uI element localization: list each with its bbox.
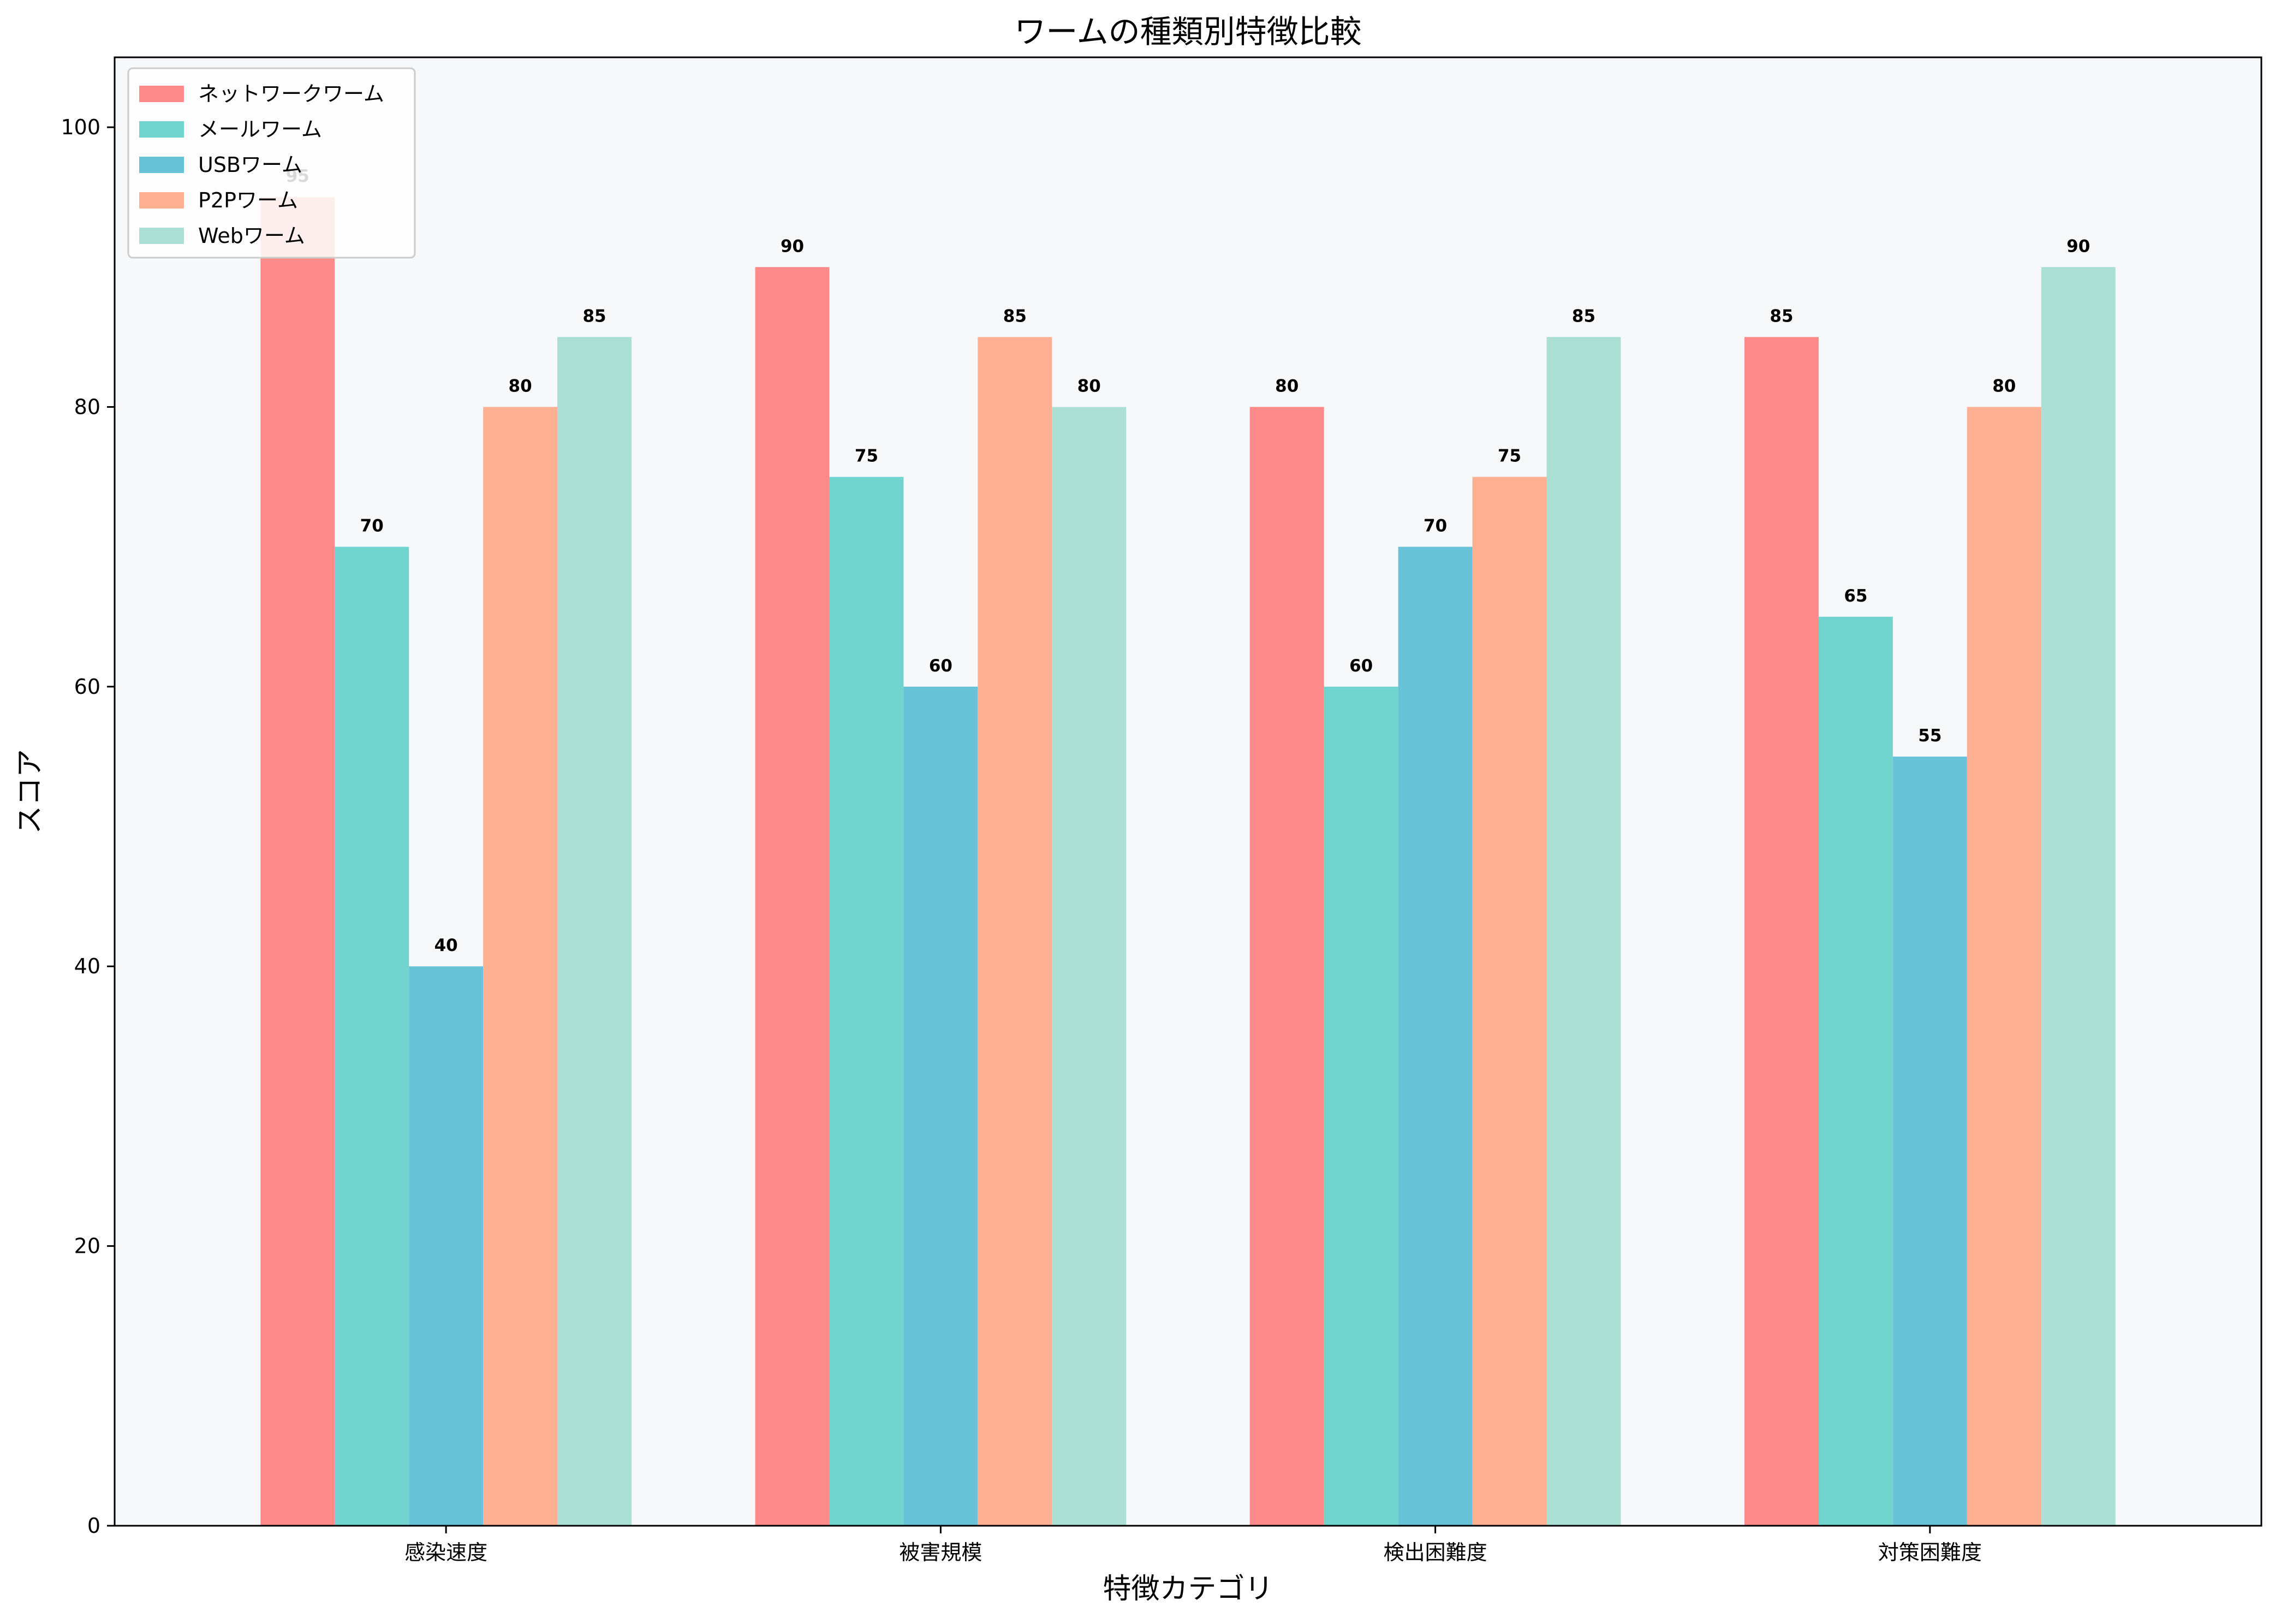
bar-value-label: 85 <box>1003 306 1027 326</box>
bar-4-4 <box>1967 407 2041 1526</box>
bar-3-1 <box>409 966 484 1526</box>
bar-3-2 <box>903 686 978 1526</box>
legend-label: P2Pワーム <box>198 188 298 212</box>
bar-2-2 <box>829 477 904 1526</box>
bar-1-3 <box>1249 407 1324 1526</box>
bar-5-1 <box>557 337 632 1526</box>
data-labels: 9590808570756065406070558085758085808590 <box>286 166 2091 955</box>
legend-swatch <box>139 157 184 173</box>
bar-value-label: 75 <box>1498 447 1521 466</box>
x-axis: 感染速度 被害規模 検出困難度 対策困難度 <box>404 1526 1982 1564</box>
bar-1-4 <box>1744 337 1819 1526</box>
bar-value-label: 80 <box>1275 376 1299 396</box>
bars <box>260 197 2116 1526</box>
bar-value-label: 80 <box>1992 376 2016 396</box>
chart-title: ワームの種類別特徴比較 <box>1014 13 1361 50</box>
legend-label: USBワーム <box>198 153 302 177</box>
bar-5-3 <box>1546 337 1621 1526</box>
x-tick-label: 対策困難度 <box>1878 1540 1982 1564</box>
legend-label: Webワーム <box>198 224 305 248</box>
bar-4-1 <box>483 407 558 1526</box>
bar-3-3 <box>1398 546 1473 1526</box>
legend-swatch <box>139 192 184 209</box>
bar-4-2 <box>978 337 1052 1526</box>
bar-1-1 <box>260 197 335 1526</box>
y-tick-label: 40 <box>74 954 100 978</box>
y-axis-label: スコア <box>14 749 46 834</box>
bar-value-label: 65 <box>1844 586 1867 606</box>
bar-value-label: 70 <box>1424 516 1447 536</box>
bar-value-label: 90 <box>2066 236 2090 256</box>
bar-value-label: 90 <box>781 236 804 256</box>
bar-5-4 <box>2041 267 2116 1526</box>
bar-value-label: 80 <box>509 376 532 396</box>
bar-value-label: 85 <box>1572 306 1595 326</box>
bar-value-label: 70 <box>360 516 384 536</box>
x-tick-label: 被害規模 <box>899 1540 982 1564</box>
bar-4-3 <box>1472 477 1547 1526</box>
bar-1-2 <box>755 267 830 1526</box>
bar-3-4 <box>1892 756 1967 1526</box>
x-axis-label: 特徴カテゴリ <box>1103 1573 1273 1605</box>
bar-value-label: 75 <box>855 447 878 466</box>
bar-value-label: 60 <box>1349 656 1373 676</box>
y-tick-label: 60 <box>74 675 100 699</box>
bar-2-1 <box>335 546 409 1526</box>
legend-swatch <box>139 86 184 102</box>
legend-swatch <box>139 121 184 138</box>
bar-value-label: 60 <box>929 656 952 676</box>
legend-swatch <box>139 228 184 244</box>
y-tick-label: 80 <box>74 395 100 419</box>
legend-box <box>127 67 416 259</box>
bar-2-3 <box>1324 686 1398 1526</box>
legend-label: メールワーム <box>198 117 322 141</box>
x-tick-label: 検出困難度 <box>1384 1540 1487 1564</box>
bar-value-label: 80 <box>1077 376 1101 396</box>
x-tick-label: 感染速度 <box>404 1540 487 1564</box>
bar-5-2 <box>1052 407 1127 1526</box>
bar-value-label: 85 <box>582 306 606 326</box>
y-tick-label: 100 <box>61 115 100 139</box>
bar-value-label: 85 <box>1770 306 1793 326</box>
plot-frame <box>114 56 2262 1527</box>
y-axis: 0 20 40 60 80 100 <box>61 115 115 1538</box>
bar-value-label: 40 <box>434 936 458 955</box>
bar-2-4 <box>1818 616 1893 1526</box>
y-tick-label: 0 <box>87 1514 100 1538</box>
bar-value-label: 55 <box>1918 726 1942 746</box>
y-tick-label: 20 <box>74 1234 100 1258</box>
legend-label: ネットワークワーム <box>198 82 384 106</box>
